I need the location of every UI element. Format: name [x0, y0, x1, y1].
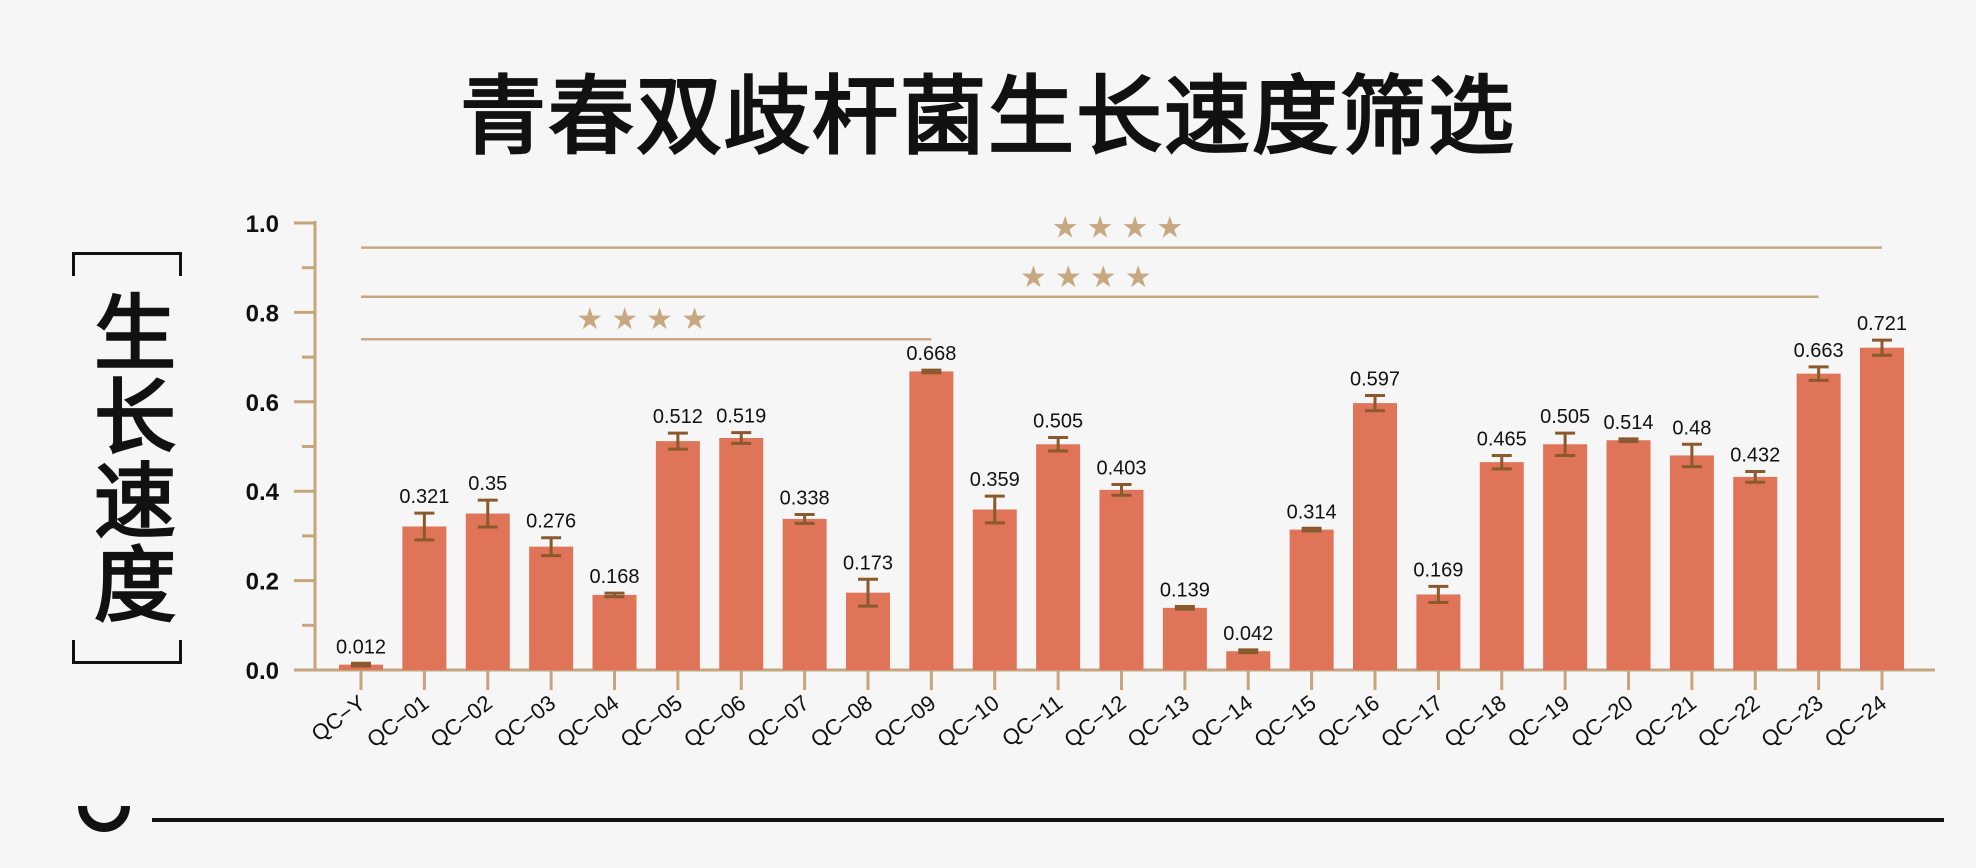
bar-QC−22 — [1733, 476, 1778, 670]
x-tick-label: QC−24 — [1820, 690, 1891, 752]
x-tick-label: QC−Y — [307, 690, 371, 747]
data-label: 0.512 — [653, 406, 703, 428]
y-tick-label: 1.0 — [246, 211, 279, 238]
x-tick-label: QC−04 — [552, 690, 623, 752]
x-tick-label: QC−17 — [1376, 690, 1447, 752]
data-label: 0.432 — [1730, 445, 1780, 467]
data-label: 0.48 — [1672, 417, 1711, 439]
bracket-top — [72, 252, 182, 276]
x-tick-label: QC−07 — [742, 690, 813, 752]
y-tick-label: 0.8 — [246, 300, 279, 327]
significance-stars: ★★★★ — [1020, 260, 1160, 295]
x-tick-label: QC−02 — [426, 690, 497, 752]
bar-QC−18 — [1479, 462, 1524, 670]
y-axis-label: 生长速度 — [79, 290, 175, 626]
chart-title: 青春双歧杆菌生长速度筛选 — [460, 67, 1516, 167]
x-tick-label: QC−23 — [1756, 690, 1827, 752]
bar-QC−02 — [465, 513, 510, 670]
data-label: 0.139 — [1160, 580, 1210, 602]
x-tick-label: QC−14 — [1186, 690, 1257, 752]
x-tick-label: QC−08 — [806, 690, 877, 752]
x-tick-label: QC−10 — [933, 690, 1004, 752]
data-label: 0.012 — [336, 636, 386, 658]
y-tick-label: 0.6 — [246, 390, 279, 417]
bar-QC−17 — [1416, 594, 1461, 670]
bar-QC−20 — [1606, 440, 1651, 670]
significance-stars: ★★★★ — [576, 302, 716, 337]
x-tick-label: QC−15 — [1249, 690, 1320, 752]
x-tick-label: QC−20 — [1566, 690, 1637, 752]
bar-QC−04 — [592, 594, 637, 670]
bar-QC−14 — [1226, 651, 1271, 670]
bar-QC−24 — [1860, 347, 1904, 670]
data-label: 0.721 — [1857, 313, 1907, 335]
y-tick-label: 0.0 — [246, 658, 279, 685]
data-label: 0.519 — [716, 406, 766, 428]
y-tick-label: 0.4 — [246, 479, 280, 506]
data-label: 0.663 — [1794, 340, 1844, 362]
data-label: 0.321 — [399, 486, 449, 508]
x-tick-label: QC−13 — [1123, 690, 1194, 752]
bar-QC−12 — [1099, 489, 1144, 670]
data-label: 0.042 — [1223, 623, 1273, 645]
bar-QC−15 — [1289, 529, 1334, 670]
x-tick-label: QC−21 — [1630, 690, 1701, 752]
bar-QC−13 — [1162, 607, 1207, 670]
x-tick-label: QC−01 — [362, 690, 433, 752]
x-tick-label: QC−12 — [1059, 690, 1130, 752]
bar-QC−23 — [1796, 373, 1841, 670]
data-label: 0.403 — [1096, 457, 1146, 479]
bar-QC−06 — [719, 438, 764, 670]
data-label: 0.35 — [468, 473, 507, 495]
bar-QC−16 — [1353, 403, 1397, 670]
x-tick-label: QC−19 — [1503, 690, 1574, 752]
bar-QC−11 — [1036, 444, 1081, 670]
bar-QC−10 — [972, 509, 1017, 670]
data-label: 0.359 — [970, 469, 1020, 491]
bar-QC−09 — [909, 371, 954, 670]
data-label: 0.668 — [906, 343, 956, 365]
x-tick-label: QC−18 — [1440, 690, 1511, 752]
bar-QC−05 — [655, 441, 700, 670]
x-tick-label: QC−16 — [1313, 690, 1384, 752]
significance-stars: ★★★★ — [1052, 211, 1192, 246]
data-label: 0.465 — [1477, 428, 1527, 450]
y-axis-label-frame: 生长速度 — [72, 252, 182, 664]
bar-QC−03 — [529, 546, 574, 670]
x-tick-label: QC−06 — [679, 690, 750, 752]
x-tick-label: QC−03 — [489, 690, 560, 752]
data-label: 0.514 — [1603, 412, 1653, 434]
data-label: 0.276 — [526, 511, 576, 533]
data-label: 0.338 — [780, 487, 830, 509]
data-label: 0.597 — [1350, 369, 1400, 391]
bar-QC−01 — [402, 526, 447, 670]
x-tick-label: QC−22 — [1693, 690, 1764, 752]
bar-QC−07 — [782, 518, 827, 670]
data-label: 0.505 — [1540, 406, 1590, 428]
footer-divider — [152, 818, 1944, 822]
data-label: 0.169 — [1413, 559, 1463, 581]
bracket-bottom — [72, 640, 182, 664]
data-label: 0.168 — [589, 566, 639, 588]
data-label: 0.173 — [843, 552, 893, 574]
y-tick-label: 0.2 — [246, 569, 279, 596]
bar-QC−19 — [1543, 444, 1588, 670]
bar-QC−21 — [1669, 455, 1714, 670]
x-tick-label: QC−09 — [869, 690, 940, 752]
x-tick-label: QC−05 — [616, 690, 687, 752]
footer-decoration-arc — [78, 806, 130, 832]
data-label: 0.314 — [1287, 501, 1337, 523]
x-tick-label: QC−11 — [997, 690, 1067, 751]
data-label: 0.505 — [1033, 411, 1083, 433]
